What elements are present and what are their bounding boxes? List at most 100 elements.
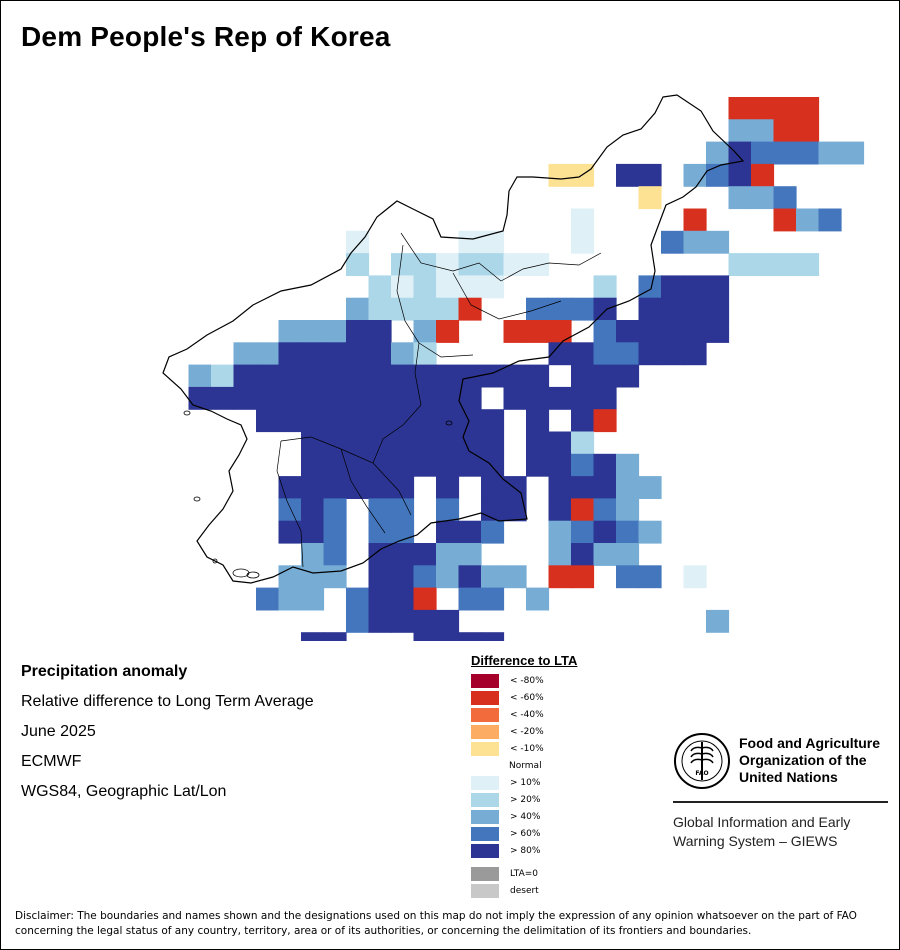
grid-cell: [571, 543, 595, 566]
grid-cell: [368, 520, 392, 544]
grid-cell: [458, 543, 482, 566]
grid-cell: [391, 609, 415, 633]
grid-cell: [436, 320, 460, 343]
grid-cell: [346, 320, 370, 343]
grid-cell: [571, 364, 595, 388]
fao-name-line: Food and Agriculture: [739, 735, 881, 751]
grid-cell: [593, 409, 617, 433]
grid-cell: [323, 453, 347, 477]
grid-cell: [391, 275, 415, 299]
grid-cell: [391, 386, 415, 410]
grid-cell: [638, 342, 662, 366]
grid-cell: [571, 453, 595, 477]
grid-cell: [413, 320, 437, 343]
legend-swatch: [471, 707, 499, 722]
grid-cell: [728, 141, 752, 165]
grid-cell: [368, 609, 392, 633]
grid-cell: [323, 342, 347, 366]
legend-extra: LTA=0 desert: [471, 865, 577, 899]
grid-cell: [593, 297, 617, 321]
grid-cell: [368, 409, 392, 433]
disclaimer: Disclaimer: The boundaries and names sho…: [15, 910, 857, 937]
legend-label: > 60%: [510, 828, 541, 839]
grid-cell: [661, 275, 685, 299]
grid-cell: [458, 565, 482, 589]
grid-cell: [503, 386, 527, 410]
grid-cell: [323, 476, 347, 499]
grid-cell: [548, 163, 572, 187]
grid-cell: [391, 253, 415, 276]
grid-cell: [346, 476, 370, 499]
divider: [673, 801, 888, 803]
grid-cell: [526, 431, 550, 455]
grid-cell: [436, 543, 460, 566]
grid-cell: [368, 386, 392, 410]
legend-label: < -10%: [510, 743, 544, 754]
legend-swatch: [471, 724, 499, 739]
grid-cell: [773, 253, 797, 276]
grid-cell: [346, 297, 370, 321]
grid-cell: [571, 520, 595, 544]
grid-cell: [571, 297, 595, 321]
grid-cell: [346, 342, 370, 366]
grid-cell: [706, 297, 730, 321]
legend-swatch: [471, 759, 509, 773]
grid-cell: [256, 409, 280, 433]
legend-item: < -80%: [471, 672, 577, 689]
info-projection: WGS84, Geographic Lat/Lon: [21, 783, 227, 800]
grid-cell: [323, 386, 347, 410]
grid-cell: [458, 275, 482, 299]
legend-label: > 20%: [510, 794, 541, 805]
grid-cell: [526, 364, 550, 388]
island: [445, 420, 453, 426]
grid-cell: [728, 163, 752, 187]
grid-cell: [391, 476, 415, 499]
grid-cell: [593, 520, 617, 544]
grid-cell: [571, 342, 595, 366]
grid-cell: [436, 409, 460, 433]
grid-cell: [571, 431, 595, 455]
grid-cell: [368, 364, 392, 388]
legend-swatch: [471, 690, 499, 705]
grid-cell: [616, 520, 640, 544]
grid-cell: [413, 364, 437, 388]
island: [183, 410, 191, 416]
grid-cell: [481, 364, 505, 388]
grid-cell: [751, 253, 775, 276]
grid-cell: [413, 565, 437, 589]
grid-cell: [503, 364, 527, 388]
map-title: Dem People's Rep of Korea: [21, 21, 391, 52]
grid-cell: [368, 431, 392, 455]
grid-cell: [593, 364, 617, 388]
grid-cell: [773, 119, 797, 143]
grid-cell: [706, 230, 730, 254]
legend-label: LTA=0: [510, 868, 538, 879]
legend-item: > 20%: [471, 791, 577, 808]
info-heading: Precipitation anomaly: [21, 663, 188, 680]
grid-cell: [368, 320, 392, 343]
grid-cell: [368, 453, 392, 477]
grid-cell: [458, 253, 482, 276]
grid-cell: [481, 431, 505, 455]
grid-cell: [503, 476, 527, 499]
grid-cell: [301, 543, 325, 566]
grid-cell: [233, 386, 257, 410]
legend-label: < -40%: [510, 709, 544, 720]
legend-item: < -40%: [471, 706, 577, 723]
grid-cell: [481, 520, 505, 544]
grid-cell: [413, 342, 437, 366]
grid-cell: [638, 476, 662, 499]
legend-label: < -80%: [510, 675, 544, 686]
grid-cell: [211, 386, 235, 410]
grid-cell: [683, 297, 707, 321]
grid-cell: [773, 186, 797, 210]
grid-cell: [526, 320, 550, 343]
grid-cell: [548, 476, 572, 499]
grid-cell: [638, 275, 662, 299]
grid-cell: [413, 386, 437, 410]
grid-cell: [436, 498, 460, 522]
grid-cell: [773, 141, 797, 165]
grid-cell: [278, 476, 302, 499]
fao-name-line: United Nations: [739, 769, 838, 785]
